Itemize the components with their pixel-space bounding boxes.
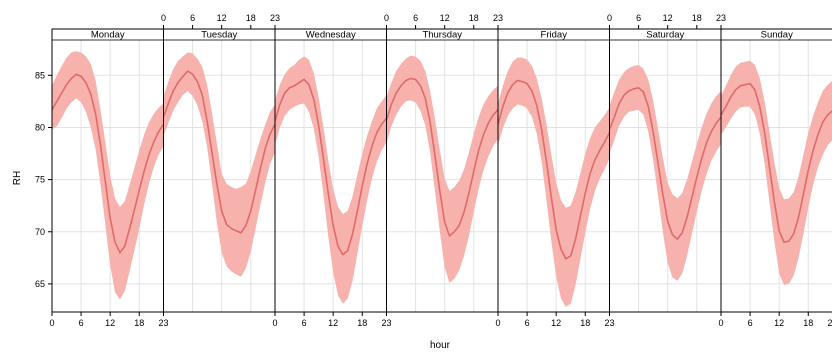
- x-tick-label: 23: [604, 318, 614, 328]
- x-tick-label: 23: [827, 318, 832, 328]
- y-tick-label: 85: [35, 70, 45, 80]
- strip-label: Tuesday: [201, 30, 237, 41]
- x-tick-label: 6: [748, 318, 753, 328]
- panel-thursday: Thursday: [386, 26, 499, 315]
- axes-layer: 65 70 75 80 85 0 6 12 18 23 0 6 12 18 23 0 6 12 18 23 0 6 12 18…: [35, 13, 832, 328]
- x-tick-label: 12: [105, 318, 115, 328]
- x-tick-label: 12: [774, 318, 784, 328]
- x-tick-label: 12: [440, 13, 450, 23]
- strip-label: Wednesday: [306, 30, 356, 41]
- panel-monday: Monday: [51, 28, 164, 312]
- x-tick-label: 23: [493, 13, 503, 23]
- panel-data: [609, 64, 721, 281]
- y-axis-title: RH: [12, 171, 23, 185]
- x-tick-label: 12: [217, 13, 227, 23]
- x-tick-label: 18: [692, 13, 702, 23]
- x-tick-label: 23: [158, 318, 168, 328]
- x-tick-label: 6: [79, 318, 84, 328]
- confidence-band: [609, 64, 721, 281]
- x-tick-label: 0: [607, 13, 612, 23]
- y-tick-label: 65: [35, 279, 45, 289]
- mean-line: [498, 79, 610, 261]
- x-tick-label: 12: [328, 318, 338, 328]
- x-tick-label: 0: [272, 318, 277, 328]
- confidence-band: [386, 55, 498, 283]
- y-tick-label: 75: [35, 175, 45, 185]
- panel-data: [52, 51, 164, 300]
- panel-tuesday: Tuesday: [163, 26, 276, 315]
- x-tick-label: 6: [525, 318, 530, 328]
- x-tick-label: 6: [190, 13, 195, 23]
- x-tick-label: 0: [718, 318, 723, 328]
- confidence-band: [275, 56, 387, 304]
- x-tick-label: 18: [803, 318, 813, 328]
- y-tick-label: 80: [35, 122, 45, 132]
- confidence-band: [721, 60, 832, 285]
- strip-label: Friday: [541, 30, 568, 41]
- x-tick-label: 12: [551, 318, 561, 328]
- confidence-band: [163, 52, 275, 277]
- x-tick-label: 0: [495, 318, 500, 328]
- x-tick-label: 18: [134, 318, 144, 328]
- panel-sunday: Sunday: [720, 26, 832, 315]
- x-tick-label: 18: [357, 318, 367, 328]
- panel-wednesday: Wednesday: [274, 26, 387, 315]
- strip-label: Thursday: [422, 30, 462, 41]
- x-tick-label: 18: [246, 13, 256, 23]
- mean-line: [275, 78, 387, 256]
- panel-saturday: Saturday: [609, 26, 722, 315]
- mean-line: [609, 86, 721, 241]
- panel-data: [275, 56, 387, 304]
- x-tick-label: 12: [663, 13, 673, 23]
- mean-line: [386, 77, 498, 238]
- x-tick-label: 18: [469, 13, 479, 23]
- panel-data: [386, 55, 498, 283]
- panel-data: [498, 57, 610, 307]
- x-tick-label: 6: [413, 13, 418, 23]
- confidence-band: [498, 57, 610, 307]
- x-tick-label: 6: [636, 13, 641, 23]
- confidence-band: [52, 51, 164, 300]
- panel-data: [163, 52, 275, 277]
- x-tick-label: 0: [384, 13, 389, 23]
- panels-layer: Monday Tuesday Wednesday Thursday Friday Satu…: [51, 26, 832, 315]
- y-tick-label: 70: [35, 227, 45, 237]
- strip-label: Monday: [91, 30, 125, 41]
- panel-data: [721, 60, 832, 285]
- strip-label: Sunday: [761, 30, 793, 41]
- mean-line: [52, 73, 164, 255]
- x-tick-label: 23: [381, 318, 391, 328]
- mean-line: [721, 82, 832, 244]
- x-tick-label: 18: [580, 318, 590, 328]
- x-tick-label: 6: [302, 318, 307, 328]
- x-tick-label: 0: [49, 318, 54, 328]
- strip-label: Saturday: [646, 30, 684, 41]
- x-tick-label: 23: [270, 13, 280, 23]
- x-tick-label: 23: [716, 13, 726, 23]
- x-tick-label: 0: [161, 13, 166, 23]
- x-axis-title: hour: [430, 340, 451, 351]
- panel-friday: Friday: [497, 26, 610, 315]
- mean-line: [163, 70, 275, 234]
